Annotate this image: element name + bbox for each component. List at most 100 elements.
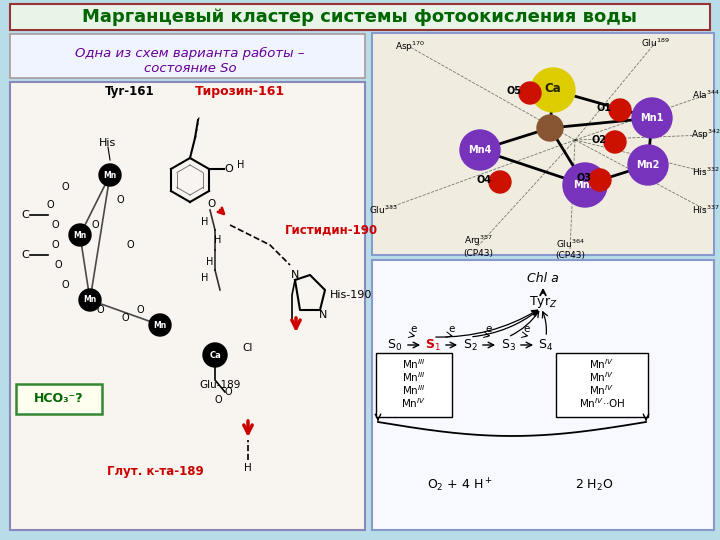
Text: O: O (46, 200, 54, 210)
Text: O: O (54, 260, 62, 270)
Text: Tyr-161: Tyr-161 (105, 85, 155, 98)
Text: O: O (121, 313, 129, 323)
Text: Mn: Mn (104, 171, 117, 179)
Text: Mn$^{IV}$: Mn$^{IV}$ (402, 396, 426, 410)
Text: Mn: Mn (84, 295, 96, 305)
Text: e: e (486, 324, 492, 334)
Circle shape (519, 82, 541, 104)
Text: Гистидин-190: Гистидин-190 (285, 224, 378, 237)
Text: H: H (238, 160, 245, 170)
Text: S$_0$: S$_0$ (387, 338, 402, 353)
Text: Mn$^{III}$: Mn$^{III}$ (402, 357, 426, 371)
Text: O: O (225, 164, 233, 174)
Circle shape (69, 224, 91, 246)
Text: O5: O5 (506, 86, 521, 96)
FancyBboxPatch shape (10, 4, 710, 30)
Text: O: O (116, 195, 124, 205)
Text: N: N (319, 310, 327, 320)
Text: O2: O2 (592, 135, 606, 145)
Circle shape (628, 145, 668, 185)
Circle shape (149, 314, 171, 336)
Circle shape (489, 171, 511, 193)
Text: Марганцевый кластер системы фотоокисления воды: Марганцевый кластер системы фотоокислени… (83, 8, 637, 26)
Text: S$_2$: S$_2$ (463, 338, 477, 353)
Text: Tyr$_Z$: Tyr$_Z$ (528, 294, 557, 310)
Text: C: C (21, 250, 29, 260)
Text: Glu-189: Glu-189 (199, 380, 240, 390)
Circle shape (563, 163, 607, 207)
Circle shape (537, 115, 563, 141)
FancyBboxPatch shape (556, 353, 648, 417)
FancyBboxPatch shape (10, 82, 365, 530)
Text: O4: O4 (477, 175, 492, 185)
FancyBboxPatch shape (16, 384, 102, 414)
Text: H: H (202, 217, 209, 227)
Text: O: O (51, 220, 59, 230)
Text: Mn$^{IV}$: Mn$^{IV}$ (590, 357, 615, 371)
Text: S$_1$: S$_1$ (425, 338, 441, 353)
Circle shape (604, 131, 626, 153)
Text: O3: O3 (577, 173, 592, 183)
Circle shape (460, 130, 500, 170)
Text: e: e (411, 324, 417, 334)
Text: O: O (51, 240, 59, 250)
Text: Mn: Mn (153, 321, 166, 329)
Text: O: O (214, 395, 222, 405)
Text: O: O (61, 182, 69, 192)
Text: Ala$^{344}$: Ala$^{344}$ (692, 89, 720, 101)
Text: Mn$^{IV}$··OH: Mn$^{IV}$··OH (579, 396, 625, 410)
Text: e: e (449, 324, 455, 334)
FancyBboxPatch shape (376, 353, 452, 417)
Text: Glu$^{189}$: Glu$^{189}$ (641, 37, 670, 49)
Circle shape (589, 169, 611, 191)
Text: Arg$^{357}$
(CP43): Arg$^{357}$ (CP43) (463, 234, 493, 259)
Text: H: H (215, 235, 222, 245)
Text: Mn3: Mn3 (573, 180, 597, 190)
Text: состояние So: состояние So (144, 62, 236, 75)
Text: H: H (202, 273, 209, 283)
Text: O: O (96, 305, 104, 315)
Text: H: H (207, 257, 214, 267)
Text: O$_2$ + 4 H$^+$: O$_2$ + 4 H$^+$ (427, 476, 493, 494)
Text: Тирозин-161: Тирозин-161 (195, 85, 285, 98)
Circle shape (632, 98, 672, 138)
Text: O: O (224, 387, 232, 397)
FancyBboxPatch shape (372, 33, 714, 255)
Circle shape (203, 343, 227, 367)
Text: O1: O1 (596, 103, 611, 113)
Circle shape (99, 164, 121, 186)
Text: N: N (291, 270, 300, 280)
Text: Mn1: Mn1 (640, 113, 664, 123)
Text: Glu$^{364}$
(CP43): Glu$^{364}$ (CP43) (555, 238, 585, 260)
Text: H: H (244, 463, 252, 473)
Text: Asp$^{170}$: Asp$^{170}$ (395, 40, 425, 54)
Text: S$_4$: S$_4$ (539, 338, 554, 353)
Text: Mn$^{IV}$: Mn$^{IV}$ (590, 370, 615, 384)
Text: Глут. к-та-189: Глут. к-та-189 (107, 465, 203, 478)
Text: His: His (99, 138, 117, 148)
Text: His-190: His-190 (330, 290, 372, 300)
Text: His$^{332}$: His$^{332}$ (692, 166, 720, 178)
Text: Glu$^{333}$: Glu$^{333}$ (369, 204, 397, 216)
Text: S$_3$: S$_3$ (500, 338, 516, 353)
Text: Asp$^{342}$: Asp$^{342}$ (691, 128, 720, 142)
Text: Chl a: Chl a (527, 272, 559, 285)
Text: Cl: Cl (243, 343, 253, 353)
Circle shape (531, 68, 575, 112)
FancyBboxPatch shape (10, 34, 365, 78)
Text: Mn$^{III}$: Mn$^{III}$ (402, 383, 426, 397)
Text: O: O (91, 220, 99, 230)
Text: O: O (136, 305, 144, 315)
FancyBboxPatch shape (373, 34, 713, 254)
Circle shape (609, 99, 631, 121)
Text: O: O (61, 280, 69, 290)
Text: Ca: Ca (209, 350, 221, 360)
Text: O: O (208, 199, 216, 209)
Text: Mn$^{III}$: Mn$^{III}$ (402, 370, 426, 384)
Text: Mn4: Mn4 (468, 145, 492, 155)
Text: His$^{337}$: His$^{337}$ (692, 204, 720, 216)
Text: O: O (126, 240, 134, 250)
Circle shape (79, 289, 101, 311)
Text: Mn$^{IV}$: Mn$^{IV}$ (590, 383, 615, 397)
Text: Mn2: Mn2 (636, 160, 660, 170)
